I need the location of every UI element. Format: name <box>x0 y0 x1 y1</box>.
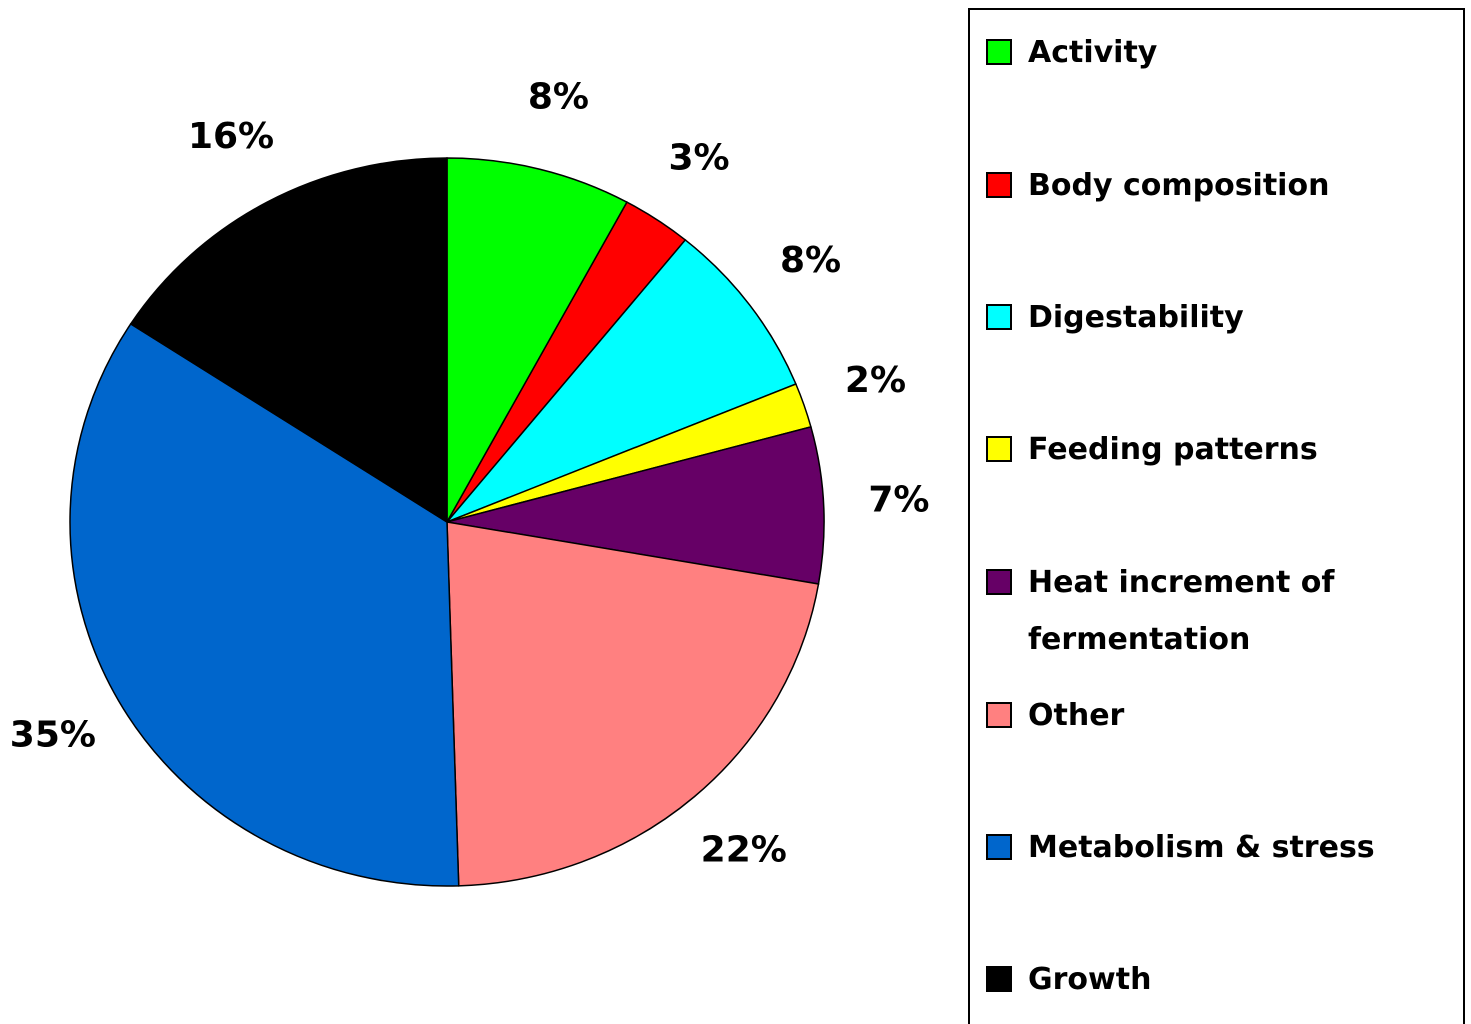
slice-label: 8% <box>528 77 589 118</box>
legend-label: Metabolism & stress <box>1028 830 1375 865</box>
slice-label: 8% <box>780 240 841 281</box>
legend-swatch <box>986 39 1012 65</box>
pie-slice <box>446 238 797 523</box>
legend-label: Body composition <box>1028 168 1330 203</box>
pie-slice <box>69 322 460 887</box>
legend-label: Growth <box>1028 962 1152 997</box>
legend-item: Digestability <box>986 289 1446 346</box>
legend-item: Activity <box>986 24 1446 81</box>
legend-item: Heat increment of fermentation <box>986 554 1446 668</box>
legend-swatch <box>986 834 1012 860</box>
legend-swatch <box>986 436 1012 462</box>
slice-label: 2% <box>845 360 906 401</box>
legend-swatch <box>986 966 1012 992</box>
legend-swatch <box>986 702 1012 728</box>
pie-slice <box>129 157 448 524</box>
legend: Activity Body composition Digestability Fee… <box>968 8 1465 1024</box>
pie-slice <box>446 157 629 525</box>
slice-label: 16% <box>188 116 274 157</box>
legend-item: Growth <box>986 951 1446 1008</box>
legend-label: Feeding patterns <box>1028 432 1318 467</box>
pie-chart: 8% 3% 8% 2% 7% 22% 35% 16% <box>10 77 929 887</box>
legend-swatch <box>986 304 1012 330</box>
legend-item: Feeding patterns <box>986 421 1446 478</box>
legend-label: Digestability <box>1028 300 1244 335</box>
legend-item: Body composition <box>986 157 1446 214</box>
legend-label: Other <box>1028 698 1125 733</box>
pie-slice <box>446 425 825 585</box>
slice-label: 22% <box>701 830 787 871</box>
legend-item: Metabolism & stress <box>986 819 1446 876</box>
legend-label: Activity <box>1028 35 1158 70</box>
legend-swatch <box>986 172 1012 198</box>
legend-swatch <box>986 569 1012 595</box>
legend-label: Heat increment of fermentation <box>1028 565 1335 657</box>
pie-slice <box>446 521 820 887</box>
legend-item: Other <box>986 687 1446 744</box>
slice-label: 35% <box>10 714 96 755</box>
slice-label: 3% <box>669 137 730 178</box>
slice-label: 7% <box>868 480 929 521</box>
